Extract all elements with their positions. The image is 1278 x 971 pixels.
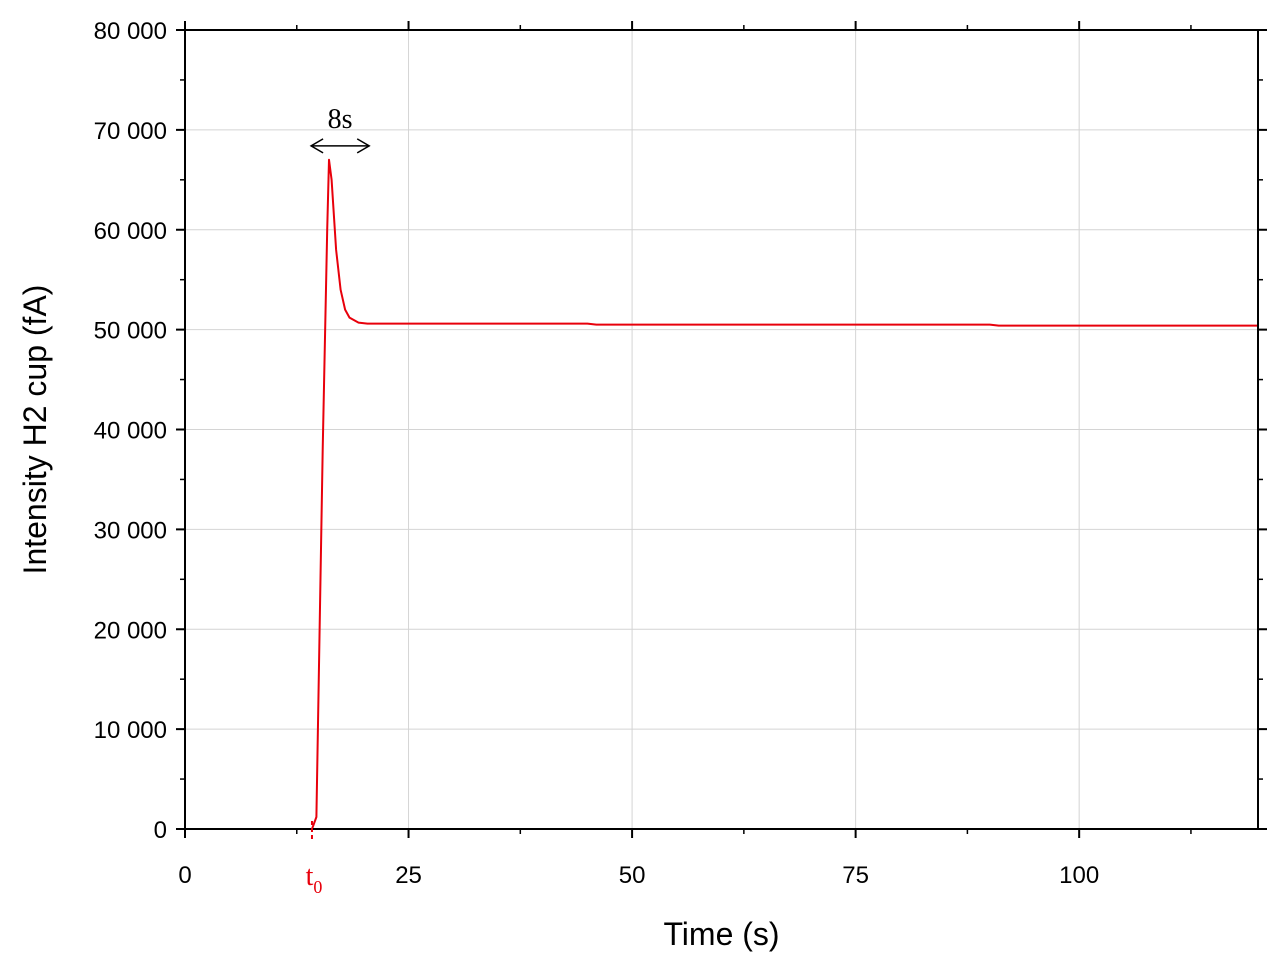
y-tick-label: 10 000 bbox=[94, 717, 167, 744]
major-ticks bbox=[176, 21, 1267, 838]
annotations: 8s t0 bbox=[306, 104, 371, 897]
t0-label-subscript: 0 bbox=[313, 877, 322, 897]
y-tick-label: 40 000 bbox=[94, 418, 167, 445]
duration-arrow-head-left bbox=[309, 138, 324, 154]
x-tick-label: 100 bbox=[1059, 862, 1099, 889]
plot-frame bbox=[184, 29, 1259, 830]
x-tick-label: 0 bbox=[178, 862, 191, 889]
duration-arrow bbox=[309, 138, 371, 154]
x-tick-label: 50 bbox=[619, 862, 646, 889]
x-tick-label: 25 bbox=[395, 862, 422, 889]
y-tick-label: 50 000 bbox=[94, 318, 167, 345]
y-tick-label: 70 000 bbox=[94, 118, 167, 145]
grid-lines bbox=[185, 30, 1258, 829]
x-tick-label: 75 bbox=[842, 862, 869, 889]
series-line bbox=[185, 158, 1258, 830]
duration-arrow-head-right bbox=[356, 138, 371, 154]
y-tick-label: 60 000 bbox=[94, 218, 167, 245]
t0-label-base: t bbox=[306, 861, 314, 892]
y-tick-label: 20 000 bbox=[94, 617, 167, 644]
series-group bbox=[185, 158, 1258, 830]
y-tick-label: 0 bbox=[154, 817, 167, 844]
y-axis-title: Intensity H2 cup (fA) bbox=[17, 285, 53, 575]
t0-label: t0 bbox=[306, 861, 323, 897]
duration-label: 8s bbox=[328, 104, 353, 135]
y-tick-label: 80 000 bbox=[94, 18, 167, 45]
y-tick-label: 30 000 bbox=[94, 517, 167, 544]
tick-labels: 0 10 000 20 000 30 000 40 000 50 000 60 000 70 … bbox=[94, 18, 1100, 889]
x-axis-title: Time (s) bbox=[663, 916, 779, 952]
